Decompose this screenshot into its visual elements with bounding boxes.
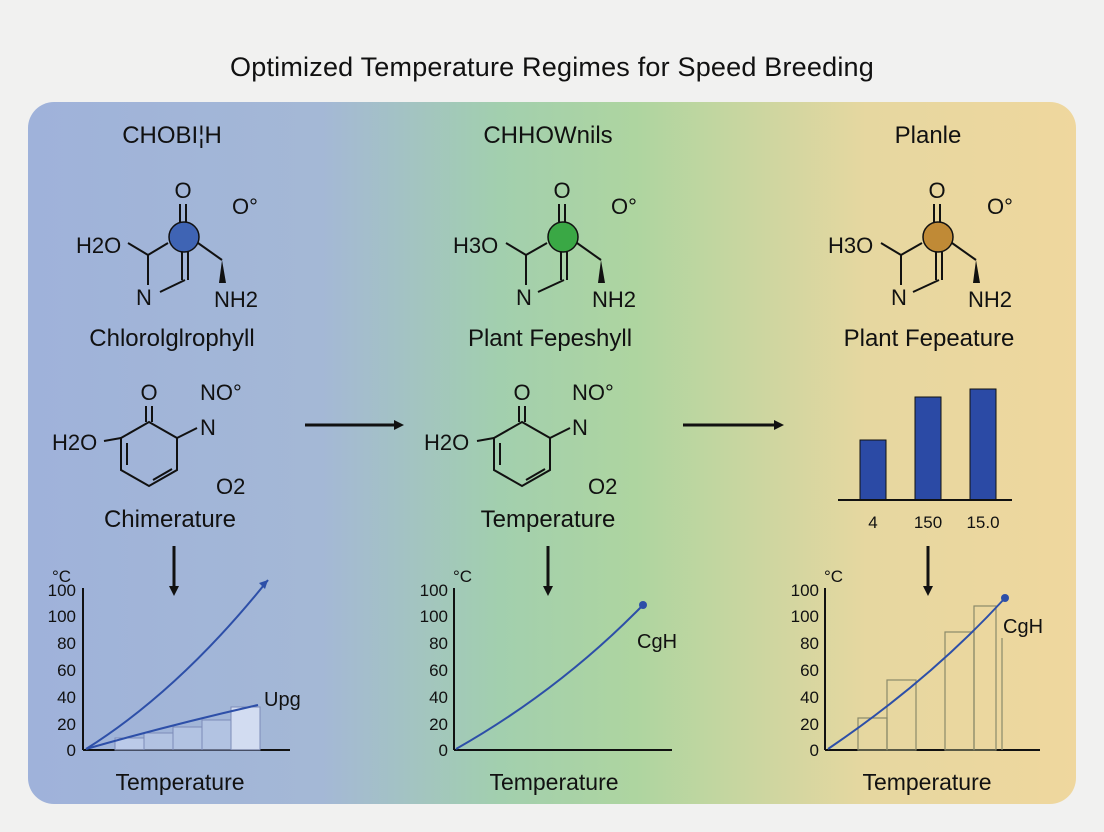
column-3-chart-annotation: CgH	[1003, 616, 1043, 638]
column-3-chart: °C 100 100 80 60 40 20 0 CgH	[791, 567, 1043, 760]
column-1-mol2-nitrogen: N	[200, 415, 216, 440]
column-2-mol2-dioxygen: O2	[588, 474, 617, 499]
column-3-bar-1	[859, 439, 887, 501]
column-3-bar-2	[914, 396, 942, 501]
column-1-ytick-4: 60	[57, 661, 76, 680]
column-3-ytick-1: 100	[791, 581, 819, 600]
column-2-mol2-left-group: H2O	[424, 430, 469, 455]
column-1-mol1-nitrogen: N	[136, 285, 152, 310]
column-3-bar-label-3: 15.0	[966, 513, 999, 532]
column-2-mol1-amine: NH2	[592, 287, 636, 312]
column-1-chart: °C 100 100 80 60 40 20 0 Upg	[48, 567, 301, 760]
column-1-ytick-3: 80	[57, 634, 76, 653]
column-2-mol2-oxygen-top: O	[513, 380, 530, 405]
column-3-heading: Planle	[895, 122, 962, 149]
column-2-ytick-4: 60	[429, 661, 448, 680]
column-3-ytick-6: 20	[800, 715, 819, 734]
column-2-mol2-nitrogen: N	[572, 415, 588, 440]
column-3-mol1-center-atom	[922, 221, 954, 253]
column-1-molecule-2: O NO° N H2O O2	[52, 380, 245, 499]
column-1-mol2-dioxygen: O2	[216, 474, 245, 499]
column-2-mol1-left-group: H3O	[453, 233, 498, 258]
column-1-mol2-oxygen-top: O	[140, 380, 157, 405]
column-2-molecule-1: O O° H3O N NH2	[453, 178, 637, 312]
column-2-mol2-nitro: NO°	[572, 380, 614, 405]
column-1-chart-unit: °C	[52, 567, 71, 586]
column-2-chart-unit: °C	[453, 567, 472, 586]
column-3-ytick-4: 60	[800, 661, 819, 680]
column-1-mol1-amine: NH2	[214, 287, 258, 312]
column-3-molecule-1-name: Plant Fepeature	[844, 325, 1015, 352]
column-1-ytick-5: 40	[57, 688, 76, 707]
column-3-ytick-7: 0	[810, 741, 819, 760]
column-2-mol1-oxygen-corner: O°	[611, 194, 637, 219]
column-3-chart-xlabel: Temperature	[862, 769, 991, 795]
column-2-molecule-2: O NO° N H2O O2	[424, 380, 617, 499]
column-3-ytick-3: 80	[800, 634, 819, 653]
column-1-chart-annotation: Upg	[264, 689, 301, 711]
column-3-mol1-amine: NH2	[968, 287, 1012, 312]
column-2-molecule-2-name: Temperature	[481, 506, 616, 533]
column-1-mol2-left-group: H2O	[52, 430, 97, 455]
column-3-molecule-1: O O° H3O N NH2	[828, 178, 1013, 312]
column-3-mol1-oxygen-corner: O°	[987, 194, 1013, 219]
column-1-ytick-7: 0	[67, 741, 76, 760]
column-1-mol1-oxygen-top: O	[174, 178, 191, 203]
column-2-heading: CHHOWnils	[483, 122, 612, 149]
column-2-chart-xlabel: Temperature	[489, 769, 618, 795]
column-2-mol1-nitrogen: N	[516, 285, 532, 310]
column-2-chart: °C 100 100 80 60 40 20 0 CgH	[420, 567, 677, 760]
column-1-molecule-1-name: Chlorolglrophyll	[89, 325, 254, 352]
column-1-molecule-1: O O° H2O N NH2	[76, 178, 258, 312]
column-2-chart-annotation: CgH	[637, 631, 677, 653]
column-2-mol1-oxygen-top: O	[553, 178, 570, 203]
diagram-title: Optimized Temperature Regimes for Speed …	[230, 52, 874, 82]
column-2-ytick-6: 20	[429, 715, 448, 734]
column-1-heading: CHOBI¦H	[122, 122, 222, 149]
column-1-mol1-left-group: H2O	[76, 233, 121, 258]
column-2-ytick-3: 80	[429, 634, 448, 653]
column-3-chart-unit: °C	[824, 567, 843, 586]
column-3-mol1-left-group: H3O	[828, 233, 873, 258]
column-2-ytick-5: 40	[429, 688, 448, 707]
column-1-chart-xlabel: Temperature	[115, 769, 244, 795]
column-3-mol1-nitrogen: N	[891, 285, 907, 310]
column-1-ytick-2: 100	[48, 607, 76, 626]
column-2-molecule-1-name: Plant Fepeshyll	[468, 325, 632, 352]
column-2-ytick-2: 100	[420, 607, 448, 626]
column-2-mol1-center-atom	[547, 221, 579, 253]
column-2-ytick-1: 100	[420, 581, 448, 600]
column-1-molecule-2-name: Chimerature	[104, 506, 236, 533]
column-3-ytick-2: 100	[791, 607, 819, 626]
column-1-mol2-nitro: NO°	[200, 380, 242, 405]
column-1-mol1-oxygen-corner: O°	[232, 194, 258, 219]
column-3-bar-3	[969, 388, 997, 501]
column-1-mol1-center-atom	[168, 221, 200, 253]
gradient-panel	[28, 102, 1076, 804]
column-2-ytick-7: 0	[439, 741, 448, 760]
column-3-bar-label-2: 150	[914, 513, 942, 532]
column-3-mol1-oxygen-top: O	[928, 178, 945, 203]
column-3-bar-label-1: 4	[868, 513, 877, 532]
column-3-ytick-5: 40	[800, 688, 819, 707]
column-1-ytick-6: 20	[57, 715, 76, 734]
column-3-bar-chart: 4 150 15.0	[838, 388, 1012, 532]
column-1-ytick-1: 100	[48, 581, 76, 600]
